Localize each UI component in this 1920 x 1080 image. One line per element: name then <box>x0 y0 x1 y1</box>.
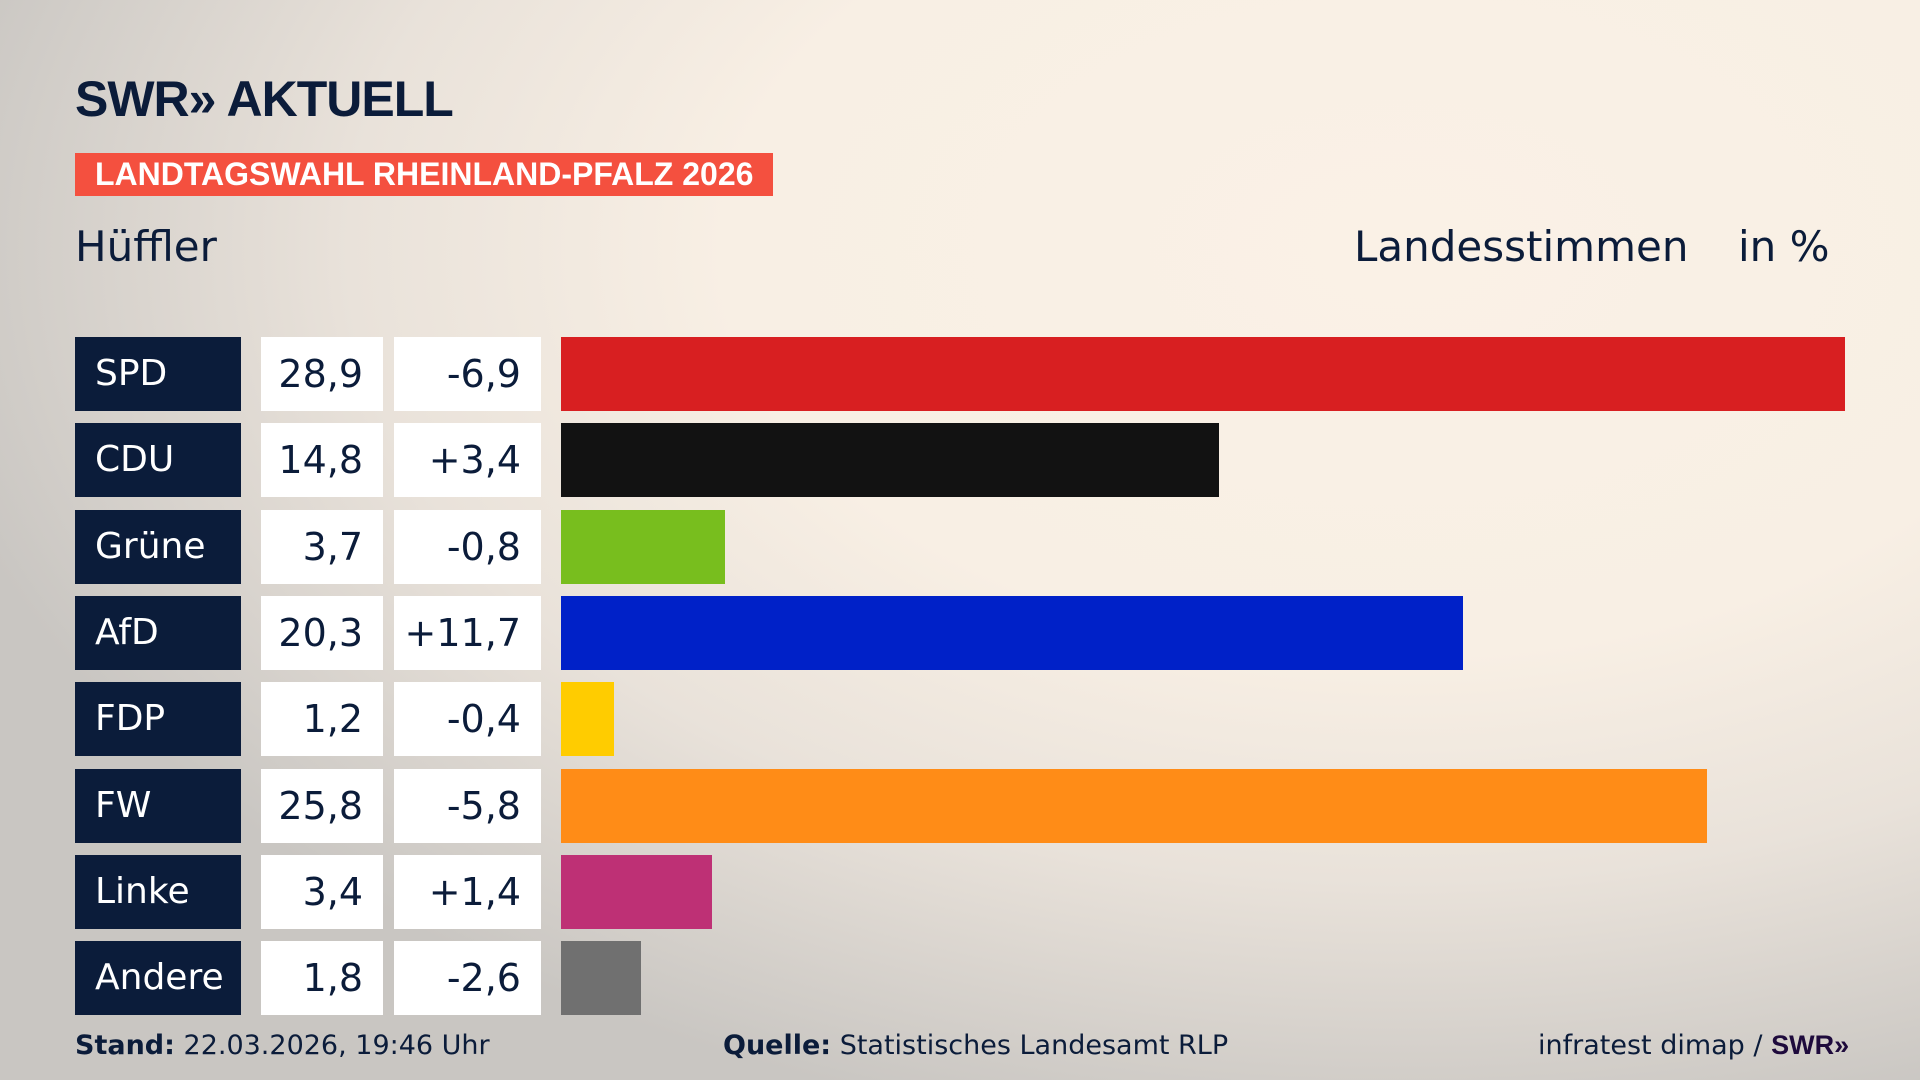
credit-text: infratest dimap / <box>1538 1030 1763 1061</box>
party-name: FDP <box>75 682 241 757</box>
party-name: FW <box>75 768 241 843</box>
swr-aktuell-logo: SWR» AKTUELL <box>75 71 454 127</box>
party-value: 28,9 <box>261 337 383 411</box>
source-value: Statistisches Landesamt RLP <box>839 1030 1229 1061</box>
measure-label: Landesstimmen <box>1354 222 1689 271</box>
swr-logo: SWR» <box>1771 1030 1850 1060</box>
party-bar <box>561 423 1219 498</box>
party-name: CDU <box>75 423 241 498</box>
party-bar <box>561 941 641 1016</box>
party-value: 1,8 <box>261 941 383 1016</box>
party-bar <box>561 337 1845 411</box>
party-diff: +1,4 <box>394 854 541 929</box>
party-value: 1,2 <box>261 682 383 757</box>
party-bar <box>561 854 713 929</box>
party-name: Linke <box>75 854 241 929</box>
credit: infratest dimap / SWR» <box>1538 1030 1849 1061</box>
party-diff: -0,8 <box>394 509 541 584</box>
source: Quelle: Statistisches Landesamt RLP <box>723 1030 1228 1061</box>
party-value: 14,8 <box>261 423 383 498</box>
stand-value: 22.03.2026, 19:46 Uhr <box>183 1030 490 1061</box>
party-bar <box>561 682 615 757</box>
stand-label: Stand: <box>75 1030 175 1061</box>
party-diff: -0,4 <box>394 682 541 757</box>
party-name: SPD <box>75 337 241 411</box>
party-diff: +3,4 <box>394 423 541 498</box>
constituency-title: Hüffler <box>75 222 217 271</box>
timestamp: Stand: 22.03.2026, 19:46 Uhr <box>75 1030 490 1061</box>
party-diff: -5,8 <box>394 768 541 843</box>
party-name: Andere <box>75 941 241 1016</box>
party-bar <box>561 595 1463 670</box>
election-banner: LANDTAGSWAHL RHEINLAND-PFALZ 2026 <box>75 153 774 196</box>
party-value: 3,4 <box>261 854 383 929</box>
party-value: 3,7 <box>261 509 383 584</box>
source-label: Quelle: <box>723 1030 832 1061</box>
party-name: Grüne <box>75 509 241 584</box>
unit-label: in % <box>1738 222 1830 271</box>
party-diff: -6,9 <box>394 337 541 411</box>
party-diff: -2,6 <box>394 941 541 1016</box>
party-bar <box>561 768 1708 843</box>
party-value: 20,3 <box>261 595 383 670</box>
party-value: 25,8 <box>261 768 383 843</box>
party-bar <box>561 509 726 584</box>
party-diff: +11,7 <box>394 595 541 670</box>
party-name: AfD <box>75 595 241 670</box>
